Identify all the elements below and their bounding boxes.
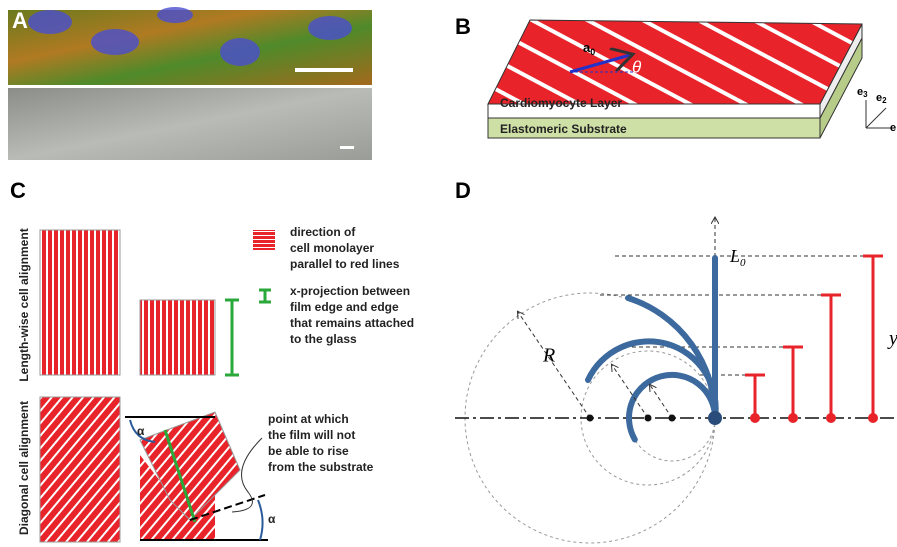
substrate-label: Elastomeric Substrate [500, 122, 627, 136]
axes-triad-part [866, 108, 886, 128]
note: point at which the film will not be able… [268, 412, 374, 474]
legend-swatch [253, 230, 275, 250]
legend-projection: x-projection between film edge and edge … [290, 284, 417, 346]
nuclei-part [91, 29, 139, 55]
alpha: α [137, 424, 145, 438]
axis-e3: e3 [857, 86, 868, 99]
cardiomyocyte-top [488, 20, 862, 104]
line: from the substrate [268, 460, 374, 474]
panel-label: A [12, 8, 28, 33]
line: film edge and edge [290, 300, 399, 314]
centers-part [708, 411, 722, 425]
radius-label: R [542, 345, 555, 367]
bent-films-part [629, 375, 715, 440]
phase-image [8, 88, 372, 160]
sub: 2 [882, 96, 887, 105]
angle-label: θ [632, 57, 642, 76]
figure: A B a0 θ Cardiomyocyte Layer Elastomeric… [0, 0, 897, 547]
subscript: 0 [740, 257, 746, 269]
bar-feet-part [750, 413, 760, 423]
short-film [140, 300, 215, 375]
alpha: α [268, 512, 276, 526]
line: be able to rise [268, 444, 349, 458]
line: direction of [290, 225, 356, 239]
panel-d: D L0 R y [455, 178, 897, 543]
bent-films-part [628, 298, 715, 418]
height-bars [745, 256, 883, 418]
long-film [40, 230, 120, 375]
panel-b: B a0 θ Cardiomyocyte Layer Elastomeric S… [455, 14, 896, 138]
nuclei-part [220, 38, 260, 66]
panel-label: B [455, 14, 471, 39]
vector-subscript: 0 [590, 47, 595, 57]
y-label: y [887, 328, 897, 350]
nuclei-part [157, 7, 193, 23]
line: point at which [268, 412, 349, 426]
nuclei-part [308, 16, 352, 40]
line: the film will not [268, 428, 355, 442]
axis-e2: e2 [876, 92, 887, 105]
line: parallel to red lines [290, 257, 400, 271]
projection-bar [225, 300, 239, 375]
legend-bar [259, 290, 271, 302]
row-label: Length-wise cell alignment [17, 228, 31, 381]
radius-arrows-part [650, 385, 672, 418]
scale-bar [340, 146, 354, 149]
line: x-projection between [290, 284, 410, 298]
legend-direction: direction of cell monolayer parallel to … [290, 225, 400, 271]
angle-arc [258, 500, 263, 540]
diagonal-film [40, 397, 120, 542]
bar-feet-part [868, 413, 878, 423]
centers-part [645, 415, 652, 422]
panel-label: C [10, 178, 26, 203]
nuclei-part [28, 10, 72, 34]
centers-part [669, 415, 676, 422]
scale-bar [295, 68, 353, 72]
panel-a: A [8, 7, 372, 160]
axis-e1: e [890, 122, 896, 134]
panel-c: C Length-wise cell alignment Diagonal ce… [10, 178, 417, 542]
line: to the glass [290, 332, 357, 346]
bar-feet-part [788, 413, 798, 423]
line: that remains attached [290, 316, 414, 330]
centers-part [587, 415, 594, 422]
symbol: L [729, 246, 740, 266]
bar-feet-part [826, 413, 836, 423]
layer-label: Cardiomyocyte Layer [500, 96, 622, 110]
sub: 3 [863, 90, 868, 99]
panel-label: D [455, 178, 471, 203]
bent-films [588, 258, 716, 440]
length-label: L0 [729, 246, 746, 268]
line: cell monolayer [290, 241, 374, 255]
row-label: Diagonal cell alignment [17, 401, 31, 535]
